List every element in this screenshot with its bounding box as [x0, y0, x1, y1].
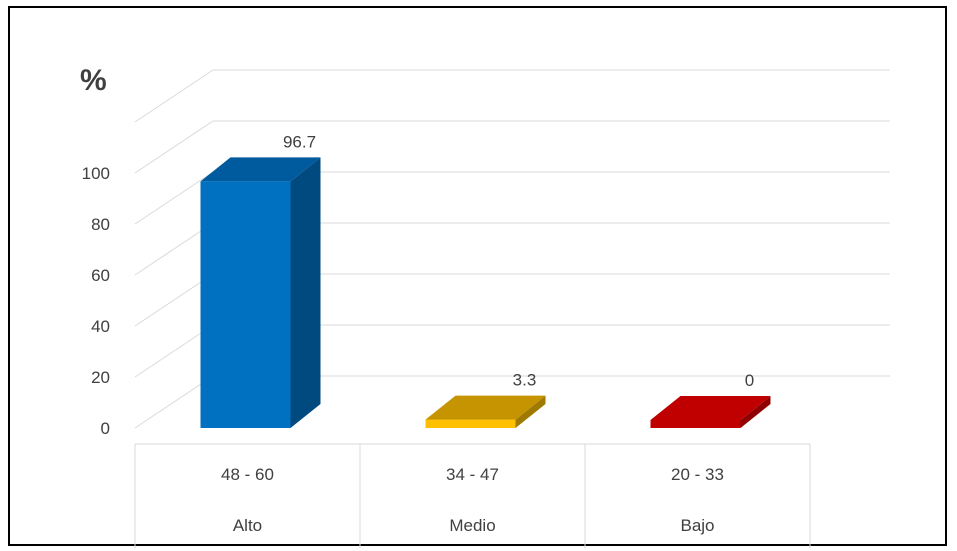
bar-side [290, 157, 321, 429]
bar-top [650, 396, 771, 420]
y-tick-label: 0 [101, 419, 110, 438]
y-tick-label: 100 [82, 164, 110, 183]
gridline-diagonal [134, 171, 214, 225]
chart-frame: % 0 20 40 60 80 100 96.7 3.3 0 48 - 60 Alto 34 - … [8, 6, 947, 548]
gridline-diagonal [134, 69, 214, 123]
bar-side [515, 395, 546, 428]
category-table: 48 - 60 Alto 34 - 47 Medio 20 - 33 Bajo [134, 443, 811, 548]
gridline-diagonal [134, 273, 214, 327]
y-tick-labels: 0 20 40 60 80 100 [82, 164, 110, 438]
y-tick-label: 40 [91, 317, 110, 336]
category-range-label: 34 - 47 [446, 465, 499, 484]
category-range-label: 48 - 60 [221, 465, 274, 484]
bar-top [425, 395, 546, 420]
bar-front [650, 420, 741, 428]
category-level-label: Bajo [680, 516, 714, 535]
gridline-diagonal [134, 222, 214, 276]
data-labels: 96.7 3.3 0 [283, 132, 754, 390]
bar [200, 157, 321, 429]
bar [425, 395, 546, 428]
bar-front [425, 419, 516, 428]
data-label: 3.3 [513, 371, 537, 390]
y-axis-unit: % [80, 64, 107, 97]
bar-side [740, 396, 771, 428]
bar-top [200, 157, 321, 182]
bar-front [200, 181, 291, 428]
gridline-diagonal [134, 324, 214, 378]
y-tick-label: 80 [91, 215, 110, 234]
gridline-diagonal [134, 120, 214, 174]
bars [200, 157, 771, 429]
y-tick-label: 60 [91, 266, 110, 285]
category-level-label: Alto [233, 516, 262, 535]
bar [650, 396, 771, 428]
category-level-label: Medio [449, 516, 495, 535]
category-range-label: 20 - 33 [671, 465, 724, 484]
gridline-diagonal [134, 375, 214, 429]
y-tick-label: 20 [91, 368, 110, 387]
data-label: 96.7 [283, 132, 316, 151]
chart-svg: % 0 20 40 60 80 100 96.7 3.3 0 48 - 60 Alto 34 - … [80, 64, 890, 548]
data-label: 0 [745, 371, 754, 390]
gridlines [134, 69, 890, 429]
